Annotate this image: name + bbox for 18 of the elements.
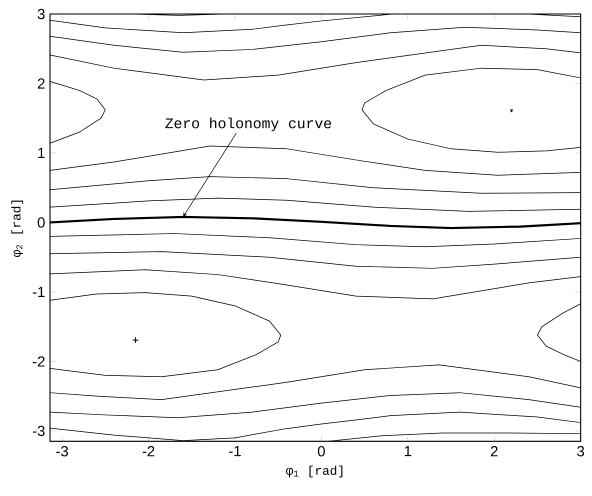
x-tick-label: -1 — [229, 446, 241, 456]
x-tick-label: 2 — [490, 446, 498, 456]
y-tick-label: 0 — [38, 217, 45, 228]
text: φ$_{2}$ [rad] — [11, 200, 24, 257]
y-tick-label: -2 — [32, 356, 45, 367]
x-tick-label: 0 — [318, 446, 325, 456]
x-tick-label: 3 — [577, 446, 584, 456]
y-tick-label: 1 — [38, 148, 45, 158]
y-tick-label: -1 — [32, 286, 45, 297]
y-tick-label: 3 — [38, 8, 45, 20]
x-tick-label: -3 — [56, 446, 68, 456]
y-tick-label: -3 — [32, 426, 45, 436]
data-label: - — [510, 109, 514, 110]
x-tick-label: -2 — [142, 446, 154, 456]
text: φ$_{1}$ [rad] — [286, 466, 342, 478]
annotation: Zero holonomy curve — [165, 118, 332, 132]
y-tick-label: 2 — [38, 78, 45, 89]
x-tick-label: 1 — [404, 446, 412, 456]
